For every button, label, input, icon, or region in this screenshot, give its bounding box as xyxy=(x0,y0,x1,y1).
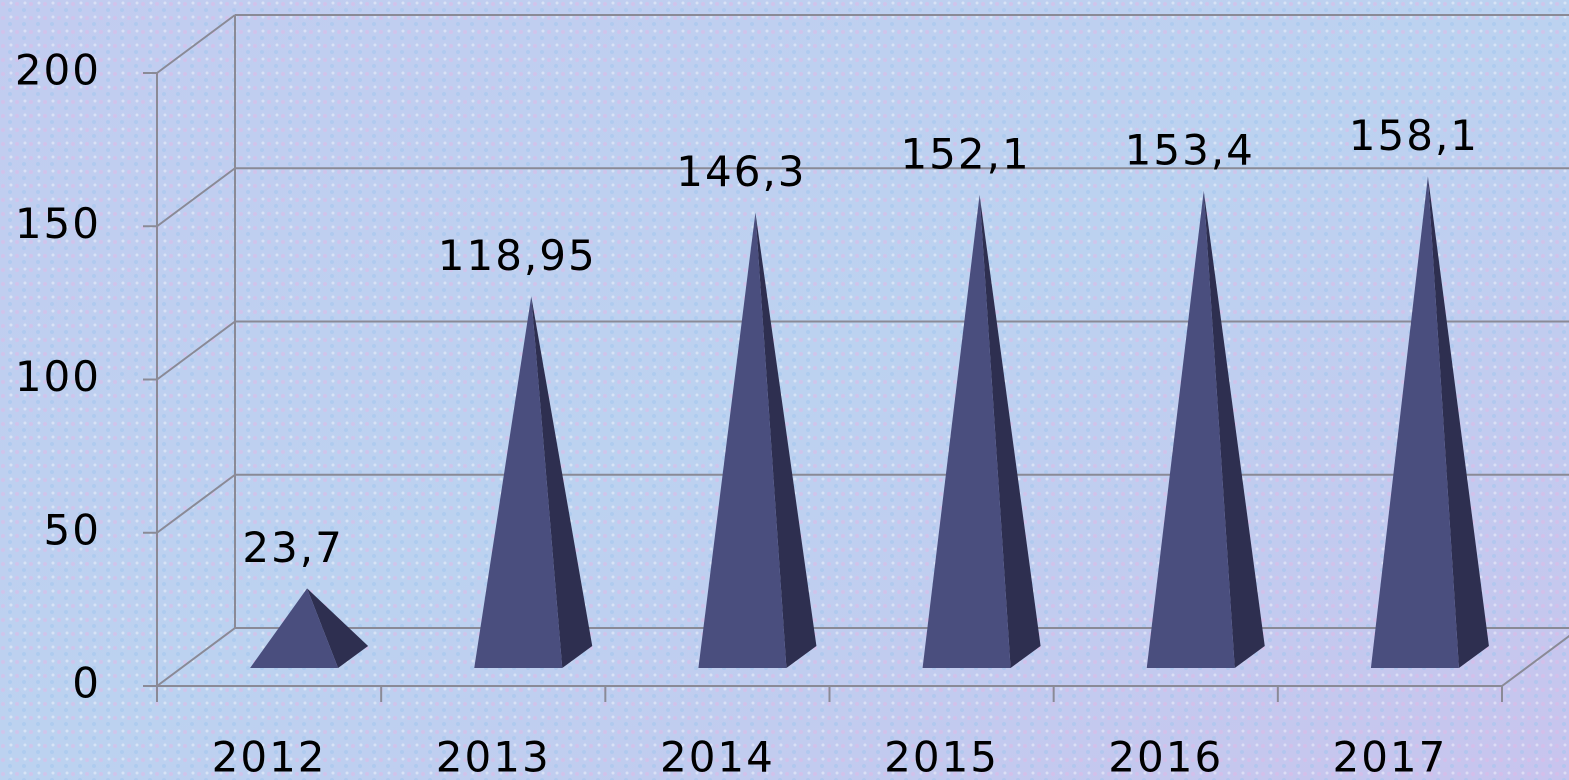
y-tick-label: 100 xyxy=(15,352,101,401)
pyramid-side xyxy=(307,588,369,668)
pyramid-side xyxy=(755,212,817,668)
grid-line xyxy=(156,320,236,381)
pyramid-front xyxy=(1146,190,1235,669)
x-tick-label: 2017 xyxy=(1332,733,1447,780)
x-tick-label: 2015 xyxy=(884,733,999,780)
pyramid-side xyxy=(1203,190,1265,669)
x-tick-label: 2013 xyxy=(436,733,551,780)
y-tick-label: 150 xyxy=(15,199,101,248)
data-label: 23,7 xyxy=(242,523,344,572)
x-tick-label: 2016 xyxy=(1108,733,1223,780)
x-tick-label: 2012 xyxy=(212,733,327,780)
data-label: 158,1 xyxy=(1349,111,1479,160)
grid-line xyxy=(156,627,236,687)
y-tick-label: 50 xyxy=(44,505,101,554)
data-label: 153,4 xyxy=(1125,125,1255,174)
grid-line xyxy=(156,167,236,228)
pyramid-front xyxy=(1370,176,1459,668)
grid-line xyxy=(156,14,236,74)
data-label: 152,1 xyxy=(900,129,1030,178)
pyramid-front xyxy=(250,588,339,668)
y-tick-label: 200 xyxy=(15,46,101,95)
pyramid-front xyxy=(698,212,787,668)
floor-side xyxy=(1501,634,1569,687)
pyramid-front xyxy=(474,296,563,668)
pyramid-front xyxy=(922,194,1011,668)
pyramid-side xyxy=(979,194,1041,668)
x-tick-label: 2014 xyxy=(660,733,775,780)
data-label: 146,3 xyxy=(676,147,806,196)
y-tick-label: 0 xyxy=(72,659,101,708)
grid-line xyxy=(156,473,236,534)
pyramid-side xyxy=(1427,176,1489,668)
pyramid-side xyxy=(531,296,593,668)
data-label: 118,95 xyxy=(438,231,597,280)
